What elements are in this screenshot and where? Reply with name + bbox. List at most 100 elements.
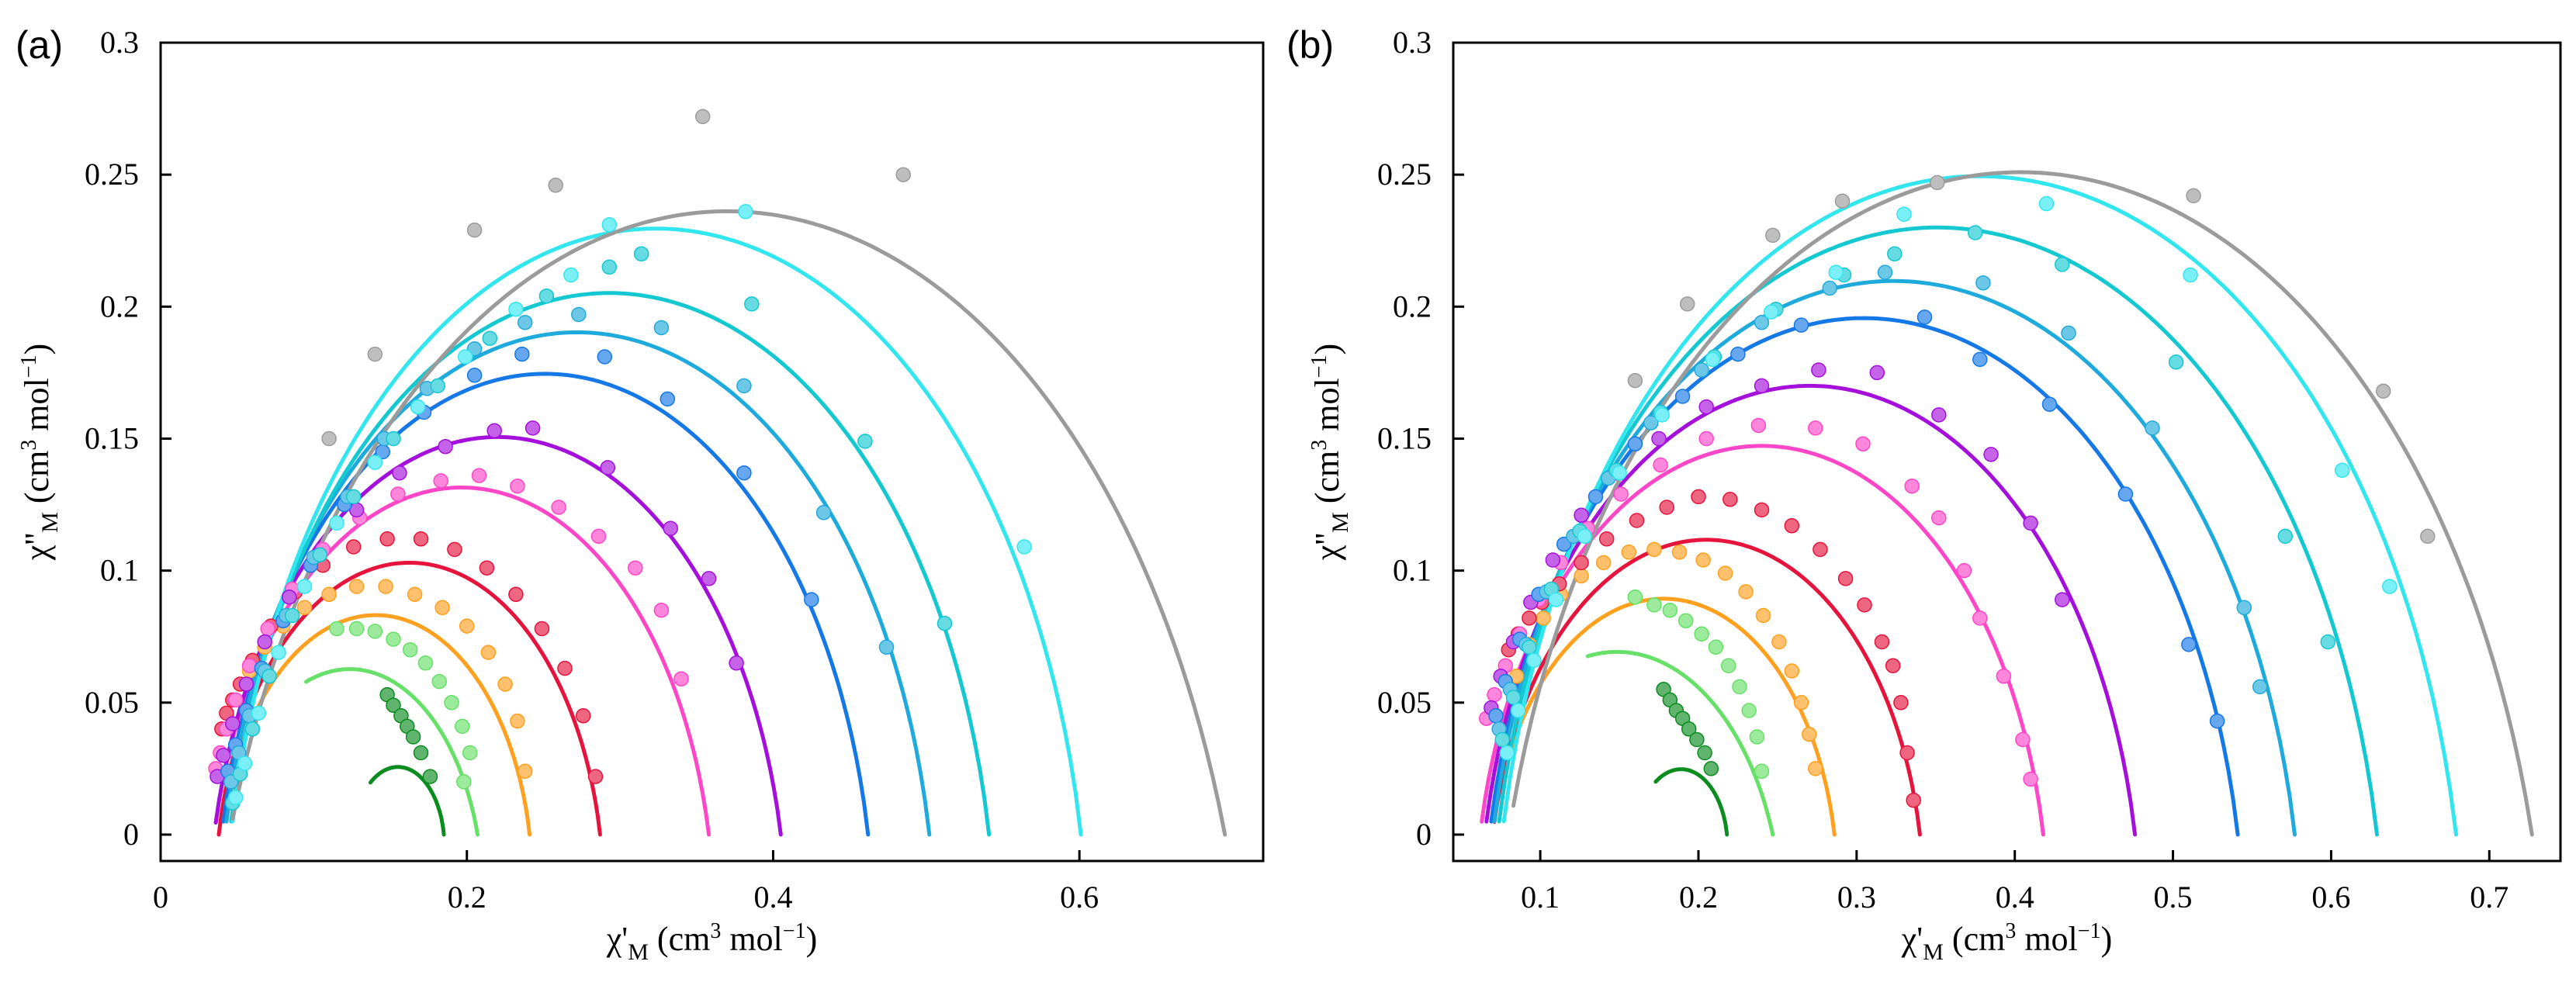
data-point-series-4 (534, 621, 550, 637)
data-point-series-4 (447, 541, 462, 558)
data-point-series-10 (2038, 195, 2055, 212)
data-point-series-11 (1834, 193, 1851, 209)
data-point-series-6 (525, 420, 541, 436)
data-point-series-4 (1598, 531, 1615, 547)
data-point-series-8 (653, 320, 670, 336)
data-point-series-6 (282, 589, 297, 605)
data-point-series-11 (1765, 227, 1781, 244)
data-point-series-2 (1708, 639, 1724, 655)
data-point-series-6 (1545, 552, 1561, 568)
fit-curve-series-4 (1492, 538, 1922, 837)
data-point-series-2 (462, 745, 478, 761)
fit-curve-series-7 (1489, 316, 2240, 837)
data-point-series-6 (1698, 399, 1714, 415)
data-point-series-3 (459, 618, 475, 634)
data-point-series-3 (1717, 565, 1733, 581)
data-point-series-4 (1893, 695, 1909, 711)
data-point-series-10 (1510, 703, 1526, 718)
data-point-series-6 (486, 423, 502, 439)
data-point-series-2 (1754, 763, 1770, 780)
data-point-series-10 (1705, 351, 1721, 368)
fit-curve-series-6 (213, 434, 783, 837)
data-point-series-4 (479, 560, 495, 576)
data-point-series-7 (2209, 713, 2225, 729)
data-point-series-6 (1983, 447, 1999, 462)
fit-curve-series-2 (304, 667, 480, 837)
x-tick-label: 0.4 (1996, 880, 2034, 915)
data-point-series-10 (1612, 465, 1627, 481)
data-point-series-9 (482, 330, 498, 346)
data-point-series-9 (386, 430, 401, 447)
y-axis-title-unit: (cm (18, 451, 56, 512)
data-point-series-6 (438, 438, 453, 455)
data-point-series-11 (2186, 188, 2201, 204)
x-axis-title-subscript: M (628, 939, 649, 965)
y-axis-title-subscript: M (1328, 512, 1353, 533)
data-point-series-3 (1784, 663, 1800, 679)
data-point-series-3 (1801, 726, 1817, 742)
panel-a: (a)0 0.2 0.4 0.600.050.10.150.20.250.3χ'M (… (16, 23, 1265, 965)
data-point-series-7 (1627, 436, 1643, 452)
data-point-series-2 (348, 621, 365, 637)
x-axis-title-superscript-exp: −1 (2078, 919, 2101, 943)
data-point-series-3 (378, 579, 393, 594)
y-tick-label: 0.15 (1377, 420, 1432, 455)
data-point-series-8 (1822, 280, 1837, 296)
data-point-series-3 (1671, 545, 1688, 560)
data-point-series-5 (1996, 669, 2012, 684)
data-point-series-3 (1695, 552, 1711, 568)
data-point-series-7 (1793, 317, 1809, 333)
data-point-series-7 (1587, 489, 1604, 505)
data-point-series-3 (1771, 634, 1787, 650)
data-point-series-10 (367, 455, 383, 470)
y-tick-label: 0.05 (85, 685, 139, 720)
data-point-series-3 (1646, 541, 1662, 558)
data-point-series-5 (1956, 562, 1972, 579)
data-point-series-3 (497, 676, 513, 692)
data-point-series-9 (857, 434, 873, 449)
data-point-series-6 (1869, 365, 1885, 381)
data-point-series-7 (1730, 346, 1746, 362)
data-point-series-4 (1574, 555, 1589, 571)
data-point-series-5 (1750, 417, 1767, 434)
y-axis-title-superscript: 3 (1307, 440, 1331, 451)
data-point-series-9 (1522, 639, 1537, 655)
x-tick-label: 0.4 (753, 880, 792, 915)
data-point-series-2 (1732, 679, 1747, 695)
data-point-series-9 (633, 246, 649, 262)
x-tick-label: 0.3 (1837, 880, 1876, 915)
data-point-series-6 (1754, 378, 1770, 394)
data-point-series-11 (1679, 296, 1695, 312)
panel-b: (b) 0.1 0.2 0.3 0.4 0.5 0.6 0.7 0 0.05 0.1 0.15 0.2 0… (1286, 23, 2562, 965)
data-point-series-11 (694, 109, 711, 125)
data-point-series-10 (1526, 652, 1542, 669)
x-tick-label: 0.1 (1521, 880, 1560, 915)
y-axis-title: χ''M (cm3 mol−1) (17, 344, 63, 561)
data-point-series-3 (321, 586, 337, 603)
data-point-series-6 (729, 655, 744, 671)
data-point-series-8 (736, 378, 752, 394)
fit-curve-series-11 (1511, 170, 2534, 837)
data-point-series-3 (1793, 695, 1809, 711)
data-point-series-10 (1654, 407, 1670, 423)
y-axis-title-superscript-exp: −1 (17, 354, 41, 378)
y-axis-title-symbol: χ'' (18, 533, 56, 561)
y-tick-label: 0.25 (1377, 157, 1432, 192)
data-point-series-3 (510, 713, 525, 729)
x-axis-title-unit-close: ) (806, 920, 818, 958)
data-point-series-5 (653, 602, 670, 618)
data-point-series-8 (2236, 600, 2252, 616)
data-point-series-2 (402, 641, 418, 658)
x-axis-title-superscript: 3 (710, 919, 721, 943)
x-axis-title-symbol: χ' (1901, 920, 1923, 958)
data-point-series-8 (1975, 275, 1991, 291)
data-point-series-1 (386, 697, 401, 713)
data-point-series-10 (2183, 267, 2198, 283)
data-point-series-6 (257, 634, 272, 650)
data-point-series-5 (433, 473, 448, 489)
data-point-series-9 (937, 615, 953, 631)
data-point-series-2 (386, 631, 401, 647)
data-point-series-9 (538, 288, 555, 304)
data-point-series-4 (1813, 541, 1828, 558)
fit-curve-series-3 (1503, 596, 1837, 837)
